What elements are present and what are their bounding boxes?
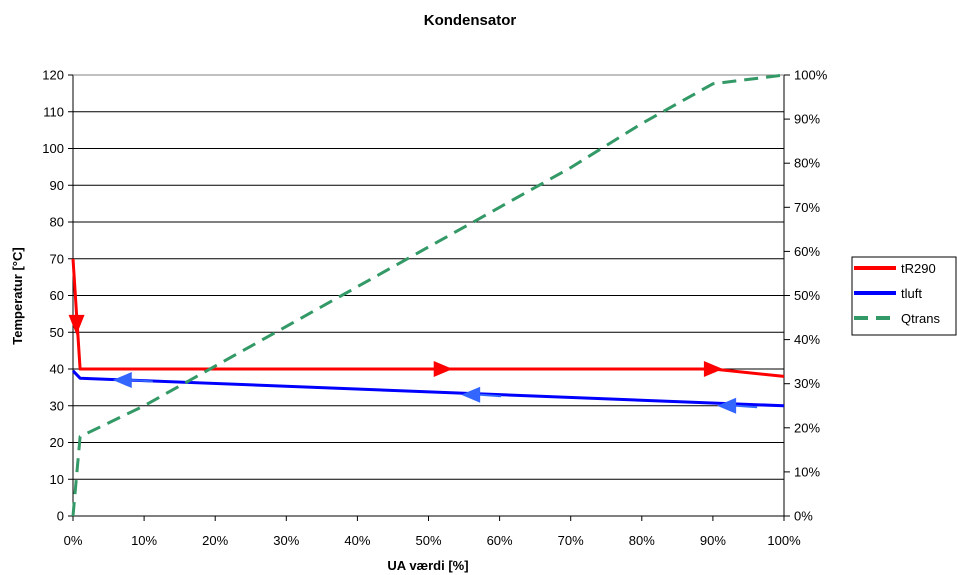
y-tick-label-12: 120 [42,68,64,83]
grid [73,74,784,480]
x-tick-label-0: 0% [64,533,83,548]
series-line-Qtrans [71,73,785,517]
x-tick-label-2: 20% [202,533,228,548]
y2-tick-label-8: 80% [794,156,820,171]
y-tick-label-6: 60 [50,288,64,303]
flow-arrow-left-3 [112,372,132,389]
y2-tick-label-3: 30% [794,376,820,391]
y2-tick-label-0: 0% [794,509,813,524]
x-tick-label-10: 100% [767,533,801,548]
y-tick-label-7: 70 [50,251,64,266]
series-lines [71,73,785,517]
y2-tick-label-9: 90% [794,112,820,127]
y-tick-label-2: 20 [50,435,64,450]
series-line-tluft [71,369,785,408]
y2-tick-label-2: 20% [794,420,820,435]
x-tick-label-8: 80% [629,533,655,548]
y-tick-label-10: 100 [42,141,64,156]
legend-label-Qtrans: Qtrans [901,311,941,326]
y2-tick-label-7: 70% [794,200,820,215]
y-tick-label-8: 80 [50,215,64,230]
chart-title: Kondensator [424,12,517,29]
flow-arrow-tail-3 [131,379,153,383]
x-tick-label-5: 50% [415,533,441,548]
y2-axis-ticks: 0% 10% 20% 30% 40% 50% 60% 70% 80% 90% 100% [784,68,828,524]
y-tick-label-9: 90 [50,178,64,193]
flow-arrow-tail-5 [736,404,758,409]
x-tick-label-4: 40% [344,533,370,548]
x-tick-label-7: 70% [558,533,584,548]
x-tick-label-3: 30% [273,533,299,548]
flow-arrow-tail-4 [480,393,502,398]
y-tick-label-4: 40 [50,362,64,377]
y2-tick-label-4: 40% [794,332,820,347]
flow-arrows [68,314,758,414]
y-axis-ticks: 0 10 20 30 40 50 60 70 80 90 100 110 120 [42,68,73,524]
y-tick-label-0: 0 [57,509,64,524]
y2-tick-label-10: 100% [794,68,828,83]
flow-arrow-right-1 [433,361,453,377]
flow-arrow-left-5 [717,397,737,414]
x-axis-ticks: 0% 10% 20% 30% 40% 50% 60% 70% 80% 90% 100% [64,516,801,548]
y-axis-title: Temperatur [°C] [10,247,25,344]
series-line-tR290 [71,258,785,378]
x-tick-label-1: 10% [131,533,157,548]
x-axis-title: UA værdi [%] [387,558,468,573]
y-tick-label-11: 110 [43,104,64,119]
y-tick-label-5: 50 [50,325,64,340]
legend-label-tluft: tluft [901,286,922,301]
flow-arrow-down-0 [68,314,85,335]
y2-tick-label-5: 50% [794,288,820,303]
y2-tick-label-6: 60% [794,244,820,259]
flow-arrow-right-2 [703,361,723,377]
flow-arrow-left-4 [461,386,481,403]
y-tick-label-3: 30 [50,398,64,413]
y2-tick-label-1: 10% [794,464,820,479]
y-tick-label-1: 10 [50,472,64,487]
x-tick-label-9: 90% [700,533,726,548]
x-tick-label-6: 60% [487,533,513,548]
legend-label-tR290: tR290 [901,261,936,276]
legend: tR290 tluft Qtrans [851,256,957,336]
